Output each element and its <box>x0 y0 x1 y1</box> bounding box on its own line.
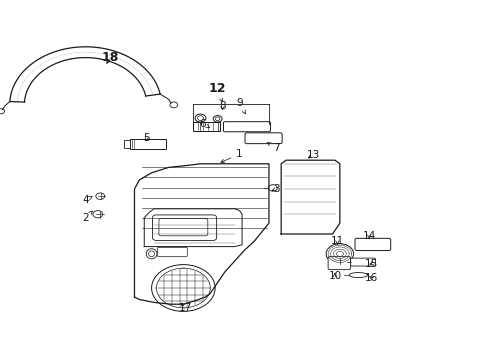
FancyBboxPatch shape <box>152 215 216 240</box>
Text: 7: 7 <box>266 143 279 153</box>
Text: 10: 10 <box>328 271 341 282</box>
Text: 18: 18 <box>101 51 119 64</box>
FancyBboxPatch shape <box>193 122 220 131</box>
Text: 14: 14 <box>362 231 375 241</box>
Ellipse shape <box>197 116 203 120</box>
Circle shape <box>96 193 104 199</box>
Ellipse shape <box>148 251 154 257</box>
Text: 9: 9 <box>236 98 245 114</box>
FancyBboxPatch shape <box>327 257 350 270</box>
Text: 1: 1 <box>221 149 243 162</box>
Text: 16: 16 <box>364 273 378 283</box>
Text: 3: 3 <box>272 184 279 194</box>
Text: 11: 11 <box>330 236 344 246</box>
Ellipse shape <box>146 249 157 259</box>
Text: 5: 5 <box>143 132 150 143</box>
FancyBboxPatch shape <box>123 140 129 148</box>
Text: 13: 13 <box>305 150 319 160</box>
Ellipse shape <box>195 114 205 122</box>
Circle shape <box>151 265 215 311</box>
Circle shape <box>0 109 4 114</box>
Circle shape <box>156 268 210 308</box>
Text: 12: 12 <box>208 82 226 102</box>
FancyBboxPatch shape <box>223 122 270 132</box>
FancyBboxPatch shape <box>354 238 390 251</box>
FancyBboxPatch shape <box>129 139 166 149</box>
FancyBboxPatch shape <box>159 219 207 236</box>
FancyBboxPatch shape <box>157 247 187 257</box>
Circle shape <box>169 102 177 108</box>
FancyBboxPatch shape <box>244 133 282 144</box>
Circle shape <box>268 185 277 191</box>
Circle shape <box>93 211 102 218</box>
Text: 4: 4 <box>82 195 92 205</box>
FancyBboxPatch shape <box>350 258 375 266</box>
Text: 6: 6 <box>199 119 209 129</box>
Text: 8: 8 <box>219 101 225 111</box>
Text: 17: 17 <box>179 303 192 313</box>
Text: 15: 15 <box>364 258 378 269</box>
Ellipse shape <box>215 117 220 121</box>
Ellipse shape <box>348 273 367 278</box>
Text: 2: 2 <box>82 211 92 223</box>
Ellipse shape <box>213 116 222 122</box>
Circle shape <box>325 244 353 264</box>
